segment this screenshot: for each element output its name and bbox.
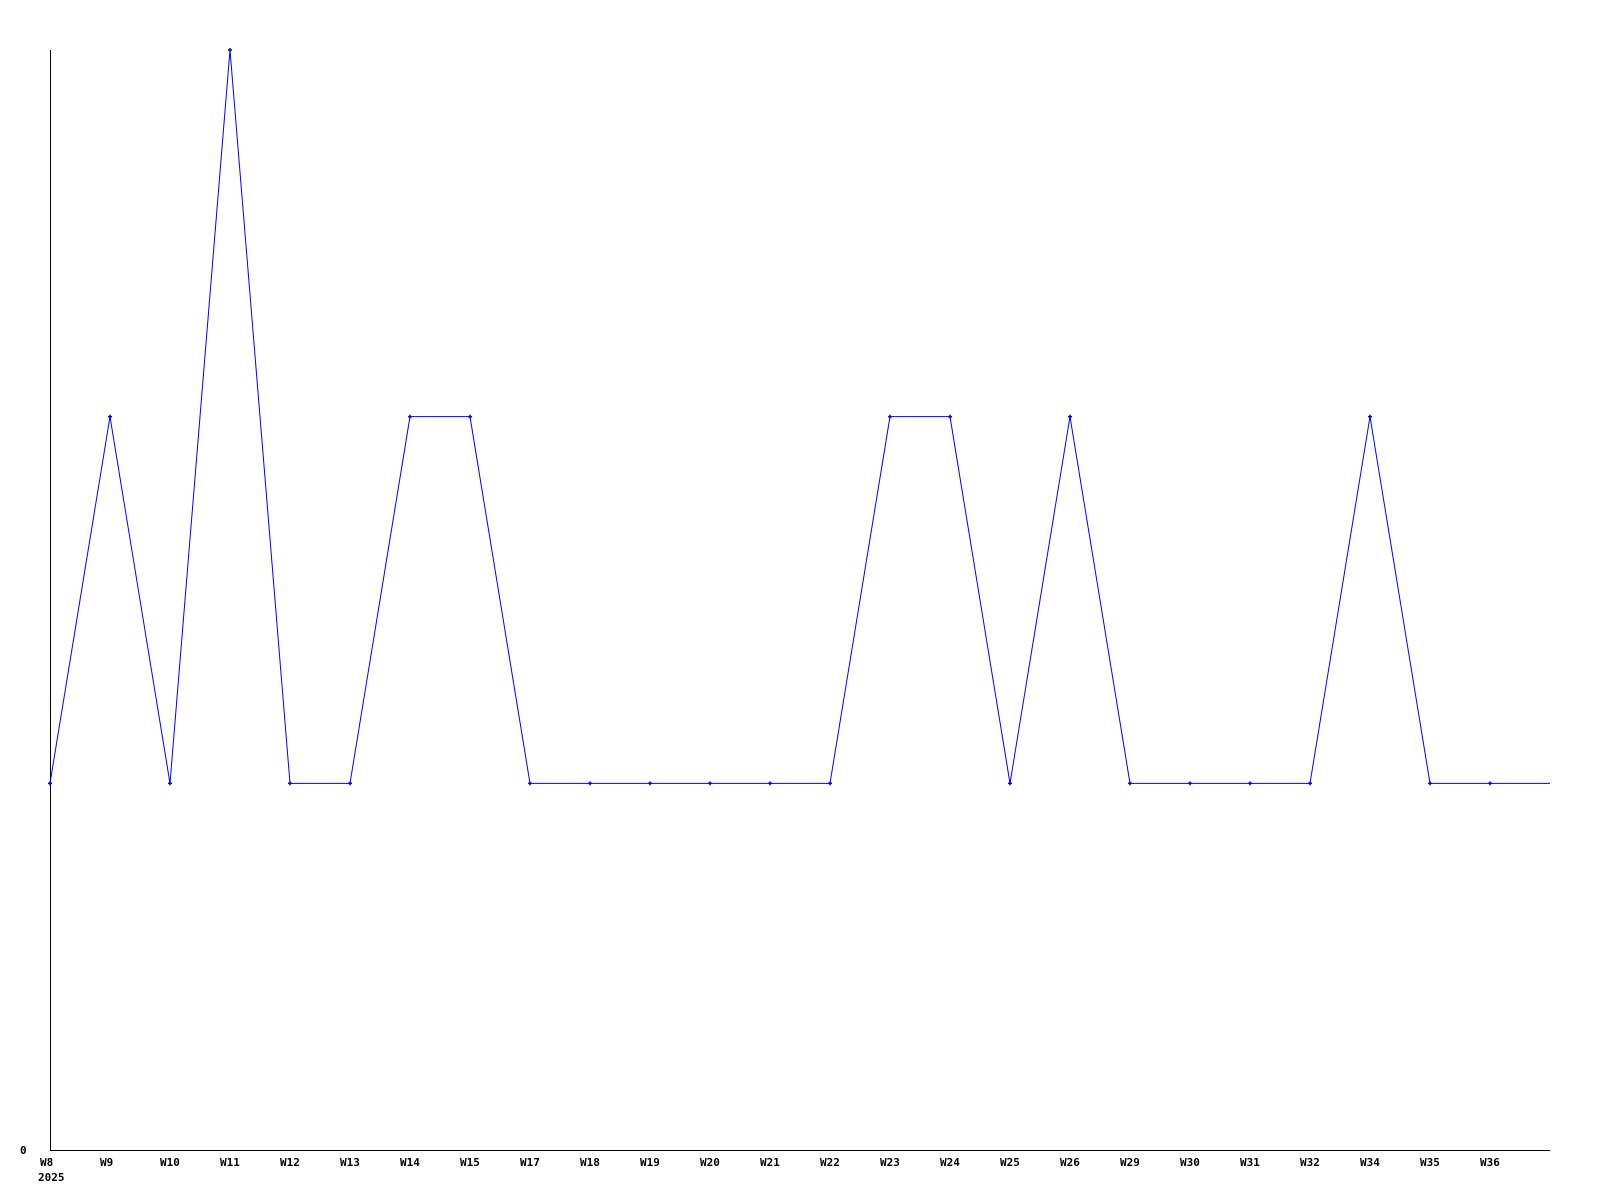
- data-point-W31: [1248, 781, 1252, 786]
- data-point-W17: [528, 781, 532, 786]
- data-point-W14: [408, 414, 412, 419]
- x-tick-label-W13: W13: [340, 1156, 360, 1169]
- data-point-W15: [468, 414, 472, 419]
- x-tick-label-W35: W35: [1420, 1156, 1440, 1169]
- series-line: [49, 49, 1550, 784]
- x-tick-label-W11: W11: [220, 1156, 240, 1169]
- data-point-W23: [888, 414, 892, 419]
- data-point-W25: [1008, 781, 1012, 786]
- x-tick-label-W32: W32: [1300, 1156, 1320, 1169]
- x-tick-label-W8: W8: [40, 1156, 53, 1169]
- x-tick-label-W25: W25: [1000, 1156, 1020, 1169]
- x-tick-label-W24: W24: [940, 1156, 960, 1169]
- x-tick-label-W14: W14: [400, 1156, 420, 1169]
- x-tick-label-W34: W34: [1360, 1156, 1380, 1169]
- data-point-W8: [48, 781, 52, 786]
- data-point-W13: [348, 781, 352, 786]
- x-tick-label-W30: W30: [1180, 1156, 1200, 1169]
- x-tick-label-W22: W22: [820, 1156, 840, 1169]
- y-tick-label-0: 0: [20, 1144, 27, 1157]
- x-tick-label-W9: W9: [100, 1156, 113, 1169]
- data-point-W29: [1128, 781, 1132, 786]
- x-tick-label-W18: W18: [580, 1156, 600, 1169]
- x-tick-label-W36: W36: [1480, 1156, 1500, 1169]
- x-tick-label-W29: W29: [1120, 1156, 1140, 1169]
- x-tick-label-W23: W23: [880, 1156, 900, 1169]
- data-point-W12: [288, 781, 292, 786]
- data-point-W9: [108, 414, 112, 419]
- x-tick-label-W20: W20: [700, 1156, 720, 1169]
- x-tick-label-W31: W31: [1240, 1156, 1260, 1169]
- data-point-W22: [828, 781, 832, 786]
- data-point-W21: [768, 781, 772, 786]
- x-tick-label-W17: W17: [520, 1156, 540, 1169]
- data-point-W36: [1488, 781, 1492, 786]
- data-point-W18: [588, 781, 592, 786]
- data-point-W26: [1068, 414, 1072, 419]
- x-tick-label-W12: W12: [280, 1156, 300, 1169]
- data-point-W34: [1368, 414, 1372, 419]
- x-tick-label-W15: W15: [460, 1156, 480, 1169]
- data-point-W10: [168, 781, 172, 786]
- data-point-W11: [228, 48, 232, 52]
- data-point-W32: [1308, 781, 1312, 786]
- data-point-W19: [648, 781, 652, 786]
- data-point-W24: [948, 414, 952, 419]
- x-tick-label-W19: W19: [640, 1156, 660, 1169]
- data-point-W35: [1428, 781, 1432, 786]
- x-sublabel-year: 2025: [38, 1171, 65, 1184]
- data-point-W30: [1188, 781, 1192, 786]
- data-point-W20: [708, 781, 712, 786]
- x-tick-label-W10: W10: [160, 1156, 180, 1169]
- x-tick-label-W26: W26: [1060, 1156, 1080, 1169]
- x-tick-label-W21: W21: [760, 1156, 780, 1169]
